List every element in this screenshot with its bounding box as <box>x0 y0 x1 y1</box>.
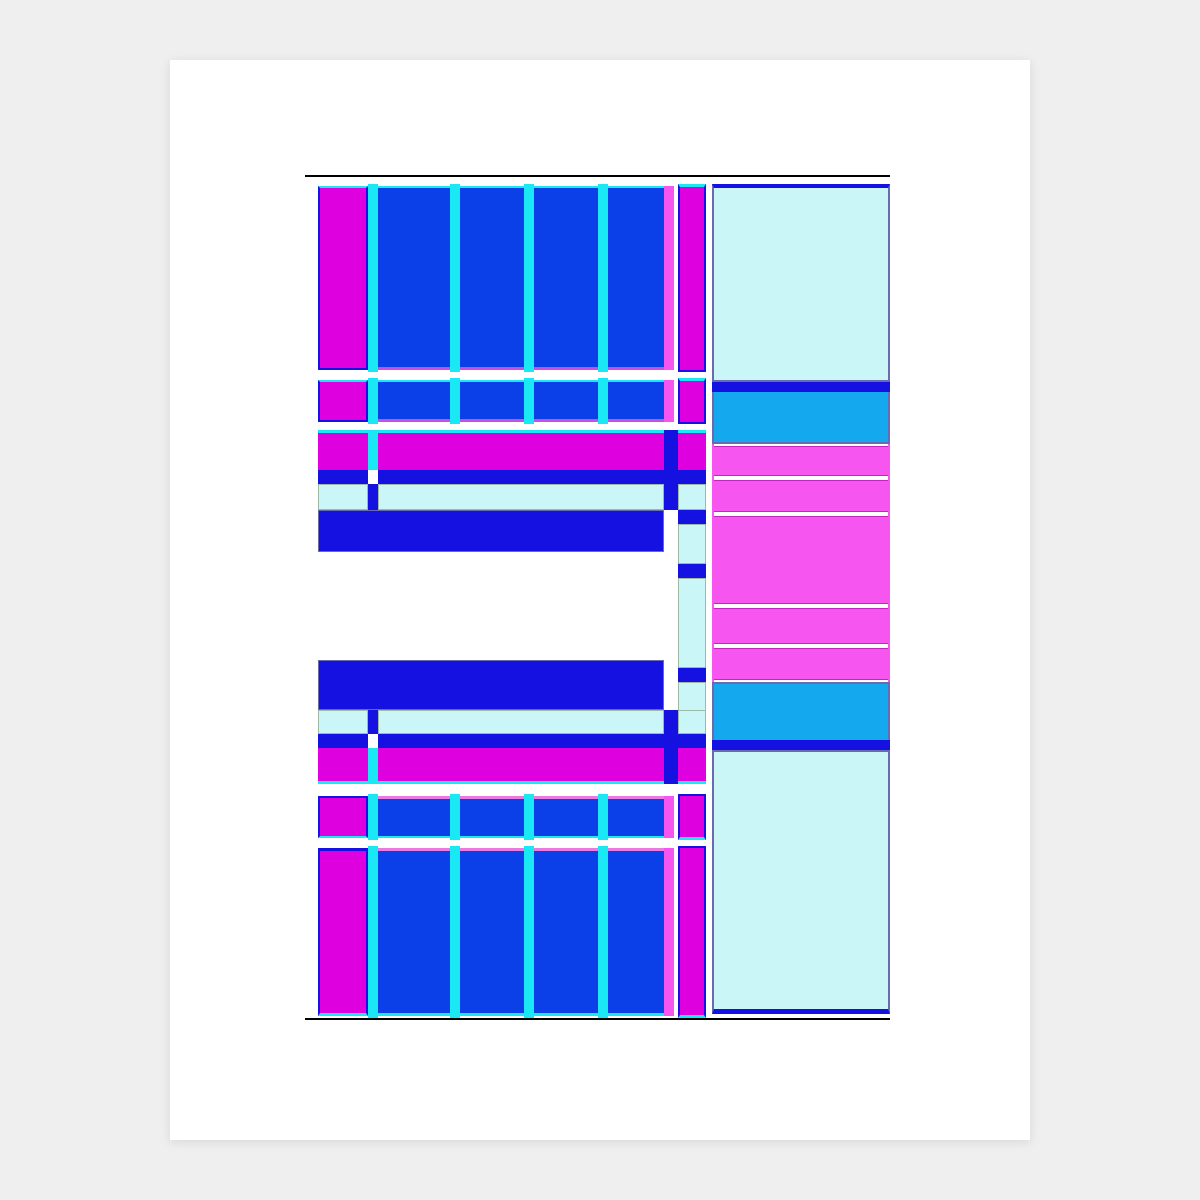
tile-r9-left <box>318 734 368 748</box>
tile-r4-notch <box>368 470 378 484</box>
tile-r12-c2 <box>378 848 450 1016</box>
tile-r12-c1 <box>318 848 368 1016</box>
summary-seg-2 <box>712 382 890 392</box>
mosaic-plot <box>170 60 1030 1140</box>
tile-r11-c1 <box>318 796 368 838</box>
tile-r5-left <box>318 484 368 510</box>
tile-r1-c1 <box>318 186 368 370</box>
tile-r11-c3 <box>460 796 524 838</box>
tile-r12-c3 <box>460 848 524 1016</box>
tile-r2-div1 <box>368 378 378 424</box>
tile-r1-div4 <box>598 184 608 372</box>
tile-r11-c2 <box>378 796 450 838</box>
tile-r11-div1 <box>368 794 378 840</box>
tile-r8-gap <box>664 710 678 734</box>
tile-r11-div3 <box>524 794 534 840</box>
tile-r10-wide <box>378 748 664 784</box>
tile-r8-c7 <box>678 710 706 734</box>
tile-r2-c3 <box>460 380 524 422</box>
tile-r2-c7 <box>678 378 706 424</box>
tile-r3-div1 <box>368 430 378 470</box>
tile-r1-c2 <box>378 186 450 370</box>
tile-r12-div3 <box>524 846 534 1018</box>
tile-r12-div2 <box>450 846 460 1018</box>
tile-r1-c5 <box>608 186 664 370</box>
summary-pink-bg <box>712 444 890 682</box>
tile-r6-c7 <box>678 510 706 524</box>
tile-r3-gap <box>664 430 678 470</box>
tile-r11-c6 <box>664 796 674 838</box>
tile-r1-c6 <box>664 186 674 370</box>
tile-mid-c7-c <box>678 578 706 668</box>
summary-seg-7 <box>712 608 890 644</box>
summary-seg-4 <box>712 446 890 476</box>
tile-r2-div4 <box>598 378 608 424</box>
tile-r10-gap <box>664 748 678 784</box>
tile-r9-wide <box>378 734 706 748</box>
tile-r2-c2 <box>378 380 450 422</box>
tile-r1-c4 <box>534 186 598 370</box>
tile-r1-c7 <box>678 184 706 372</box>
tile-r1-div3 <box>524 184 534 372</box>
summary-seg-11 <box>712 750 890 1014</box>
tile-r12-div4 <box>598 846 608 1018</box>
tile-r12-c6 <box>664 848 674 1016</box>
empty-region-mask <box>305 554 677 658</box>
tile-r7-wide <box>318 660 664 710</box>
tile-r11-c7 <box>678 794 706 840</box>
tile-r11-div2 <box>450 794 460 840</box>
tile-r1-div1 <box>368 184 378 372</box>
tile-r4-wide <box>378 470 706 484</box>
tile-r6-wide <box>318 510 664 552</box>
summary-seg-5 <box>712 480 890 512</box>
tile-r2-c1 <box>318 380 368 422</box>
tile-r8-left <box>318 710 368 734</box>
tile-r5-wide <box>378 484 664 510</box>
summary-seg-8 <box>712 648 890 680</box>
summary-seg-9 <box>712 682 890 740</box>
tile-r2-div2 <box>450 378 460 424</box>
tile-r2-c5 <box>608 380 664 422</box>
tile-r5-gap <box>664 484 678 510</box>
top-axis-rule <box>305 175 890 177</box>
tile-r11-c5 <box>608 796 664 838</box>
tile-r1-div2 <box>450 184 460 372</box>
tile-r3-wide <box>378 430 664 470</box>
tile-r11-div4 <box>598 794 608 840</box>
tile-r12-div1 <box>368 846 378 1018</box>
summary-seg-10 <box>712 740 890 750</box>
tile-r1-c3 <box>460 186 524 370</box>
tile-r12-c5 <box>608 848 664 1016</box>
tile-r5-c7 <box>678 484 706 510</box>
tile-r10-div1 <box>368 748 378 784</box>
paper-card <box>170 60 1030 1140</box>
summary-seg-6 <box>712 516 890 604</box>
tile-r2-div3 <box>524 378 534 424</box>
tile-r8-notch <box>368 710 378 734</box>
tile-mid-c7-a <box>678 524 706 564</box>
tile-r11-c4 <box>534 796 598 838</box>
tile-r4-left <box>318 470 368 484</box>
bottom-axis-rule <box>305 1018 890 1020</box>
summary-seg-1 <box>712 184 890 382</box>
tile-r10-c1 <box>318 748 368 784</box>
tile-r3-c1 <box>318 430 368 470</box>
summary-seg-3 <box>712 392 890 444</box>
tile-r5-notch <box>368 484 378 510</box>
tile-mid-c7-b <box>678 564 706 578</box>
tile-r12-c4 <box>534 848 598 1016</box>
tile-r3-c7 <box>678 430 706 470</box>
tile-r12-c7 <box>678 846 706 1018</box>
tile-r9-notch <box>368 734 378 748</box>
tile-r10-c7 <box>678 748 706 784</box>
tile-mid-c7-d <box>678 668 706 682</box>
tile-r2-c4 <box>534 380 598 422</box>
tile-r8-wide <box>378 710 664 734</box>
tile-r2-c6 <box>664 380 674 422</box>
